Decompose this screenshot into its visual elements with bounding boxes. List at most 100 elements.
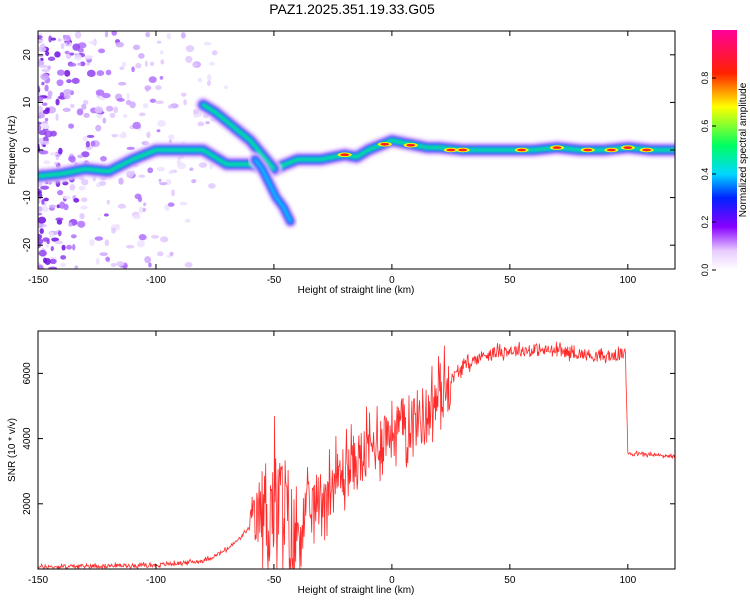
noise-speckle: [83, 112, 90, 118]
x-tick-label: 50: [504, 275, 516, 286]
noise-speckle: [55, 113, 59, 121]
noise-speckle: [38, 249, 47, 257]
x-tick-label: -50: [267, 275, 282, 286]
noise-speckle: [197, 121, 205, 127]
noise-speckle: [61, 244, 66, 251]
noise-speckle: [132, 121, 141, 130]
noise-speckle: [111, 133, 119, 138]
noise-speckle: [49, 231, 54, 239]
x-tick-label: -150: [28, 275, 48, 286]
noise-speckle: [148, 262, 152, 268]
snr-line-group: [38, 341, 675, 569]
spectrogram-x-ticks: -150 -100 -50 0 50 100: [28, 31, 637, 286]
x-tick-label: 100: [619, 575, 636, 586]
noise-speckle: [71, 77, 80, 84]
noise-speckle: [156, 40, 162, 44]
noise-speckle: [169, 251, 174, 256]
noise-speckle: [111, 227, 116, 234]
x-tick-label: -100: [146, 275, 166, 286]
noise-speckle: [38, 39, 44, 43]
noise-speckle: [77, 62, 82, 66]
noise-speckle: [158, 178, 162, 183]
noise-speckle: [125, 170, 134, 179]
noise-speckle: [39, 228, 44, 234]
noise-speckle: [74, 53, 82, 61]
noise-speckle: [66, 79, 72, 84]
snr-plot-background: [38, 331, 675, 569]
noise-speckle: [207, 183, 216, 189]
noise-speckle: [68, 222, 73, 227]
noise-speckle: [143, 202, 147, 207]
noise-speckle: [159, 182, 168, 186]
noise-speckle: [146, 131, 151, 139]
noise-speckle: [62, 181, 69, 186]
colorbar-tick-label: 0.6: [700, 120, 710, 133]
noise-speckle: [115, 41, 124, 48]
noise-speckle: [115, 223, 121, 231]
snr-x-ticks: -150 -100 -50 0 50 100: [28, 331, 637, 586]
y-tick-label: 0: [22, 147, 33, 153]
noise-speckle: [62, 107, 71, 113]
noise-speckle: [45, 107, 51, 112]
noise-speckle: [164, 203, 170, 211]
noise-speckle: [126, 146, 135, 150]
noise-speckle: [38, 105, 44, 114]
noise-speckle: [74, 265, 79, 269]
noise-speckle: [81, 151, 90, 158]
noise-speckle: [116, 261, 125, 267]
lower-doppler-branch-band: [253, 157, 293, 224]
noise-speckle: [167, 202, 175, 207]
noise-speckle: [46, 130, 50, 138]
noise-speckle: [57, 190, 64, 196]
hotspot-core: [623, 146, 633, 150]
noise-speckle: [119, 133, 127, 139]
noise-speckle: [183, 99, 187, 106]
noise-speckle: [40, 73, 50, 81]
noise-speckle: [113, 106, 119, 114]
noise-speckle: [72, 43, 81, 51]
hotspot-core: [406, 143, 416, 147]
noise-speckle: [157, 120, 166, 127]
noise-speckle: [159, 50, 164, 55]
hotspot-core: [552, 146, 562, 150]
noise-speckle: [66, 244, 73, 250]
x-tick-label: 100: [619, 275, 636, 286]
noise-speckle: [95, 89, 105, 96]
noise-speckle: [38, 35, 43, 39]
noise-speckle: [50, 245, 54, 252]
x-tick-label: 0: [389, 575, 395, 586]
noise-speckle: [205, 121, 210, 125]
noise-speckle: [105, 69, 112, 76]
noise-speckle: [88, 40, 98, 45]
noise-speckle: [135, 62, 142, 69]
noise-speckle: [159, 76, 164, 80]
noise-speckle: [136, 240, 145, 248]
noise-speckle: [167, 104, 173, 109]
noise-speckle: [168, 134, 175, 140]
noise-speckle: [63, 93, 70, 100]
hotspot-core: [606, 148, 616, 152]
noise-speckle: [45, 50, 50, 57]
noise-speckle: [54, 51, 61, 58]
noise-speckle: [80, 197, 88, 203]
noise-speckle: [94, 236, 104, 241]
noise-speckle: [49, 152, 58, 156]
noise-speckle: [55, 217, 64, 222]
noise-speckle: [63, 89, 72, 95]
noise-speckle: [151, 234, 160, 239]
hotspot-core: [380, 142, 390, 146]
spectrogram-y-ticks: -20 -10 0 10 20: [22, 49, 675, 252]
noise-speckle: [79, 212, 85, 220]
noise-speckle: [117, 81, 127, 86]
noise-speckle: [73, 198, 80, 203]
noise-speckle: [156, 166, 165, 172]
noise-speckle: [109, 112, 116, 118]
noise-speckle: [147, 167, 154, 174]
noise-speckle: [132, 44, 141, 51]
snr-y-label: SNR (10 * v/v): [7, 418, 18, 482]
noise-speckle: [138, 206, 144, 214]
noise-speckle: [38, 233, 42, 241]
noise-speckle: [192, 63, 199, 67]
noise-speckle: [84, 55, 93, 59]
noise-speckle: [119, 66, 125, 71]
